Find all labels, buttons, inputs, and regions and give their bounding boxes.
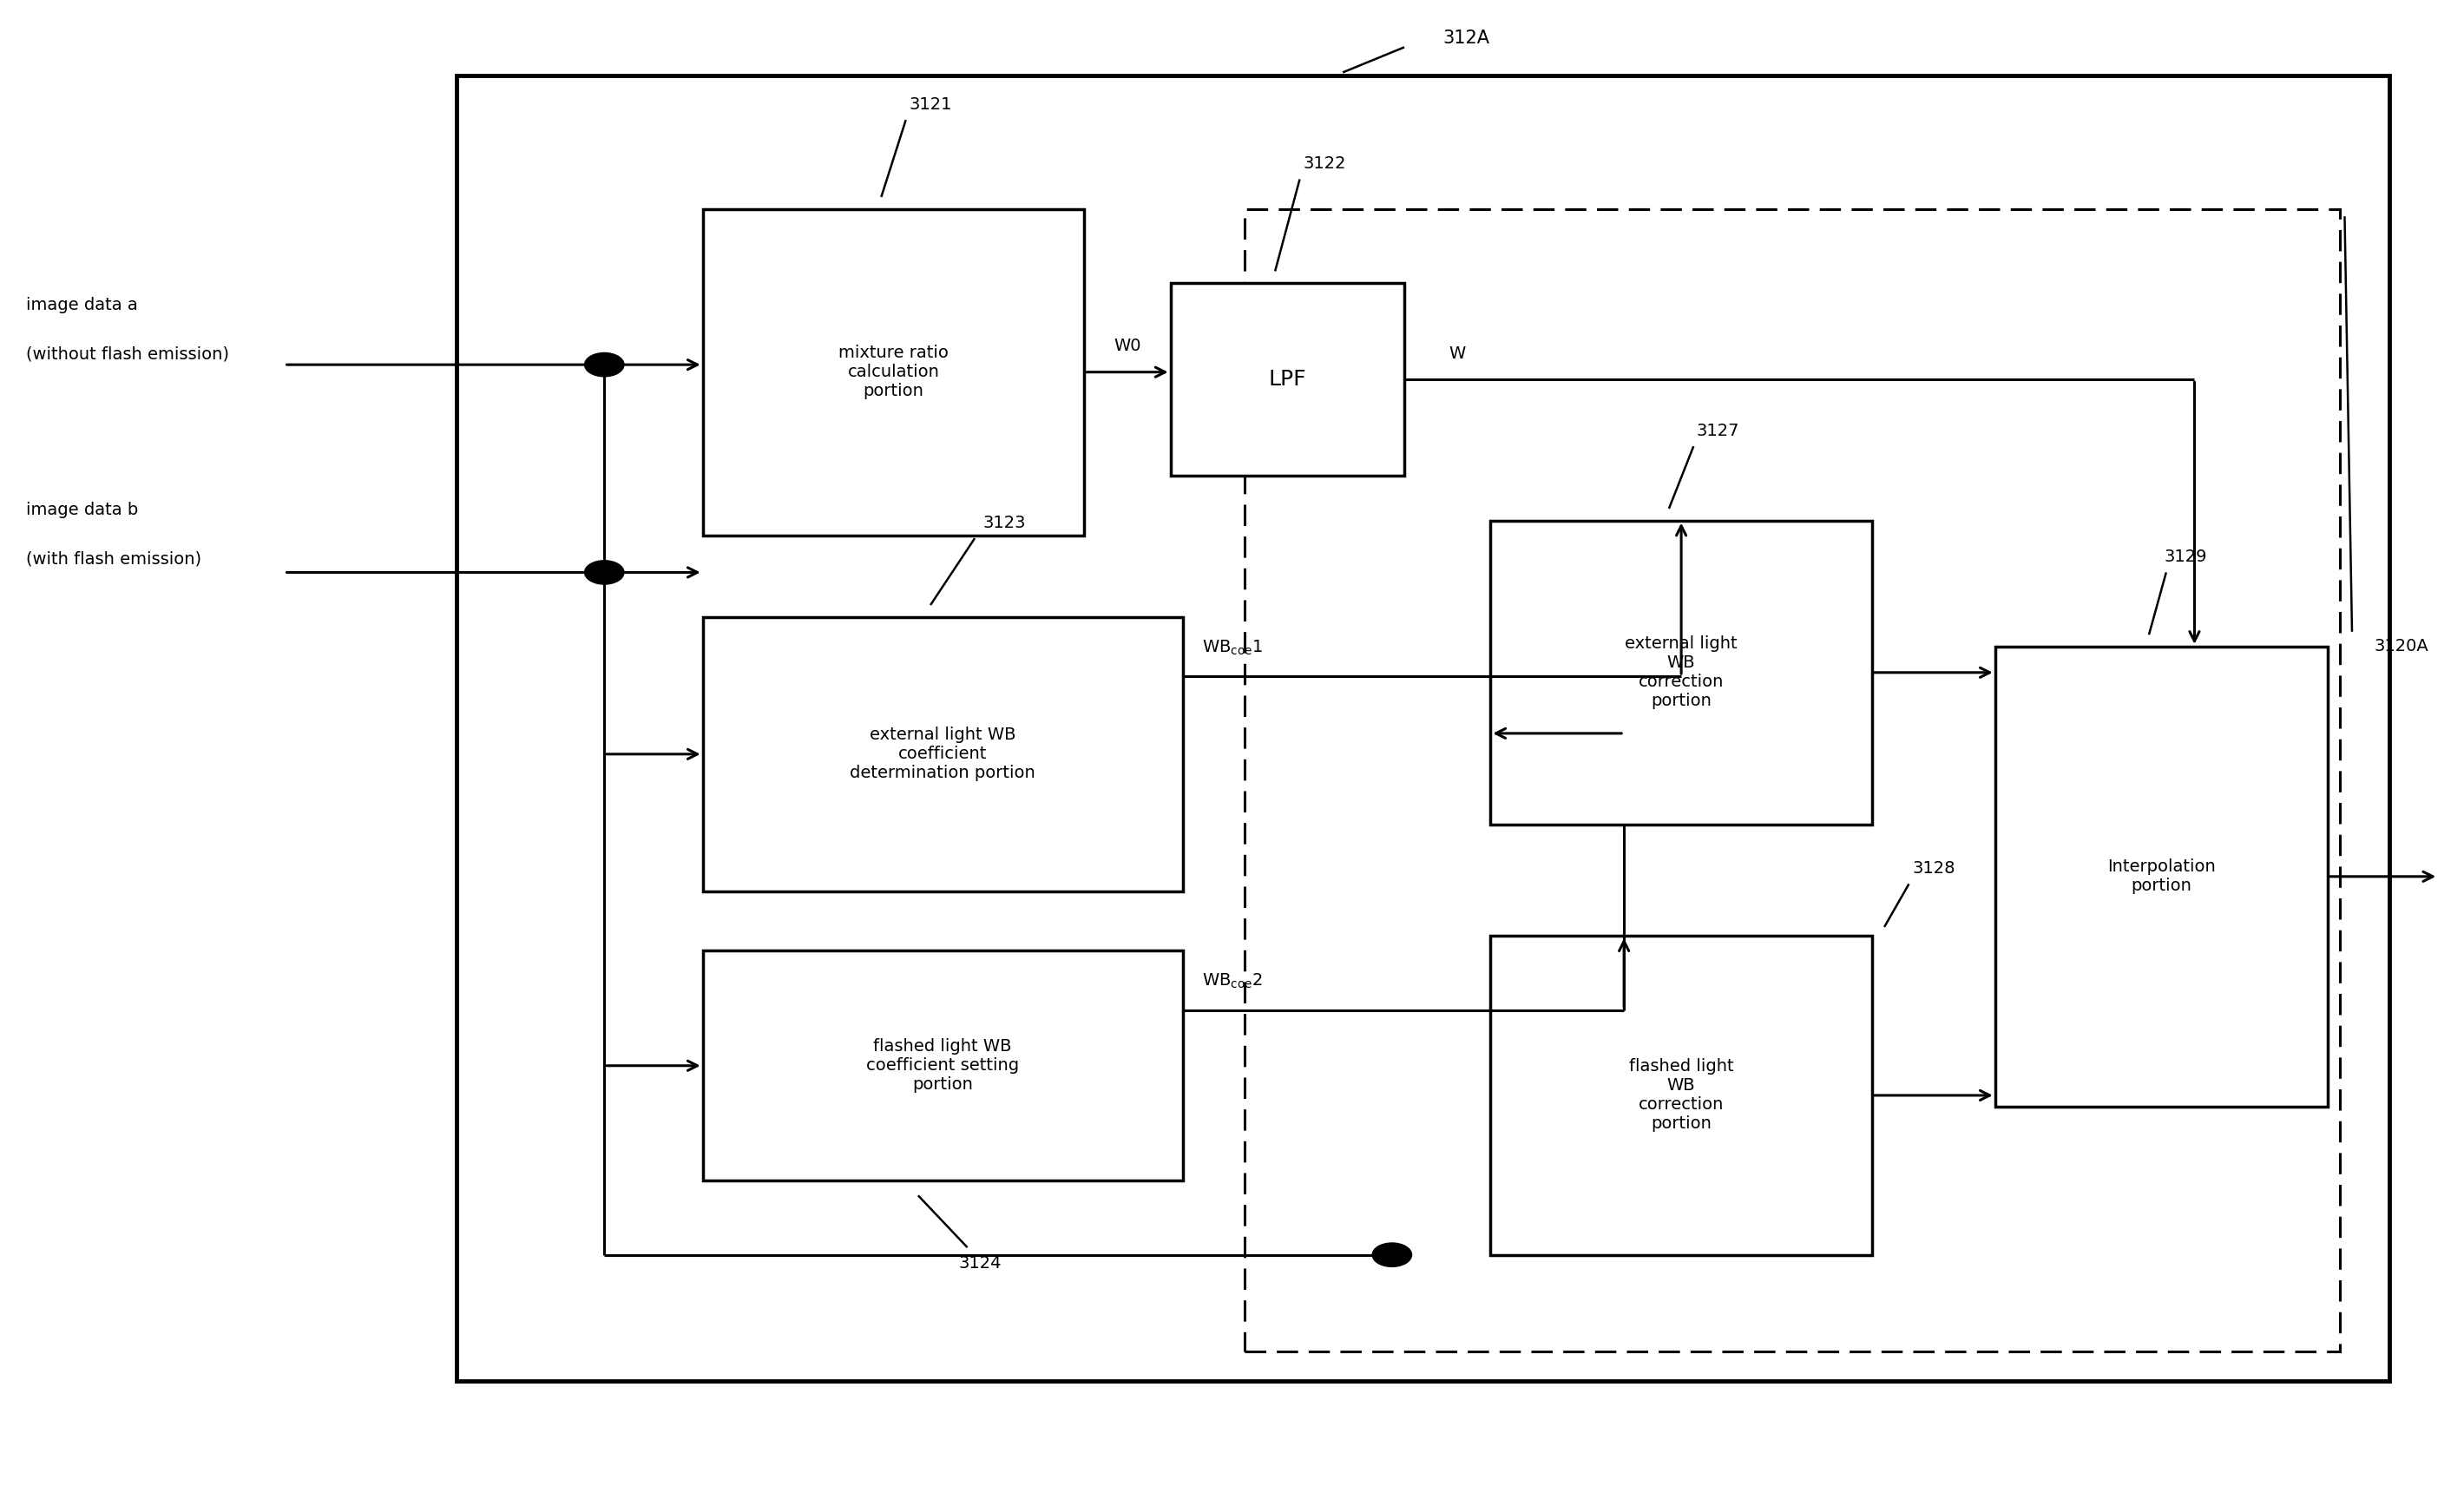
Bar [456,76,2390,1380]
Bar [1491,936,1873,1254]
Circle shape [584,352,623,376]
Text: Interpolation
portion: Interpolation portion [2107,859,2215,895]
Text: WB$_{\rm coe}$1: WB$_{\rm coe}$1 [1202,639,1264,657]
Bar [702,951,1183,1181]
Text: 3122: 3122 [1303,156,1345,172]
Bar [702,617,1183,892]
Text: 3121: 3121 [909,97,951,113]
Text: flashed light WB
coefficient setting
portion: flashed light WB coefficient setting por… [867,1039,1020,1094]
Text: 3123: 3123 [983,514,1025,531]
Text: flashed light
WB
correction
portion: flashed light WB correction portion [1629,1058,1735,1132]
Text: mixture ratio
calculation
portion: mixture ratio calculation portion [838,345,949,400]
Circle shape [1372,1242,1412,1266]
Text: W: W [1449,345,1466,361]
Text: LPF: LPF [1269,369,1306,389]
Text: image data a: image data a [25,297,138,314]
Bar [1170,284,1404,476]
Text: 3124: 3124 [958,1254,1000,1272]
Text: external light
WB
correction
portion: external light WB correction portion [1624,636,1737,709]
Bar [1491,520,1873,825]
Text: 3129: 3129 [2163,548,2208,565]
Text: external light WB
coefficient
determination portion: external light WB coefficient determinat… [850,727,1035,782]
Text: 3127: 3127 [1698,422,1740,438]
Text: 3128: 3128 [1912,860,1954,877]
Text: 312A: 312A [1441,30,1488,48]
Text: image data b: image data b [25,502,138,519]
Text: (without flash emission): (without flash emission) [25,346,229,363]
Bar [702,210,1084,535]
Circle shape [584,560,623,584]
Text: 3120A: 3120A [2373,639,2430,655]
Text: WB$_{\rm coe}$2: WB$_{\rm coe}$2 [1202,972,1264,991]
Text: W0: W0 [1114,337,1141,354]
Bar [1244,210,2341,1351]
Text: (with flash emission): (with flash emission) [25,551,202,568]
Bar [1996,646,2328,1107]
